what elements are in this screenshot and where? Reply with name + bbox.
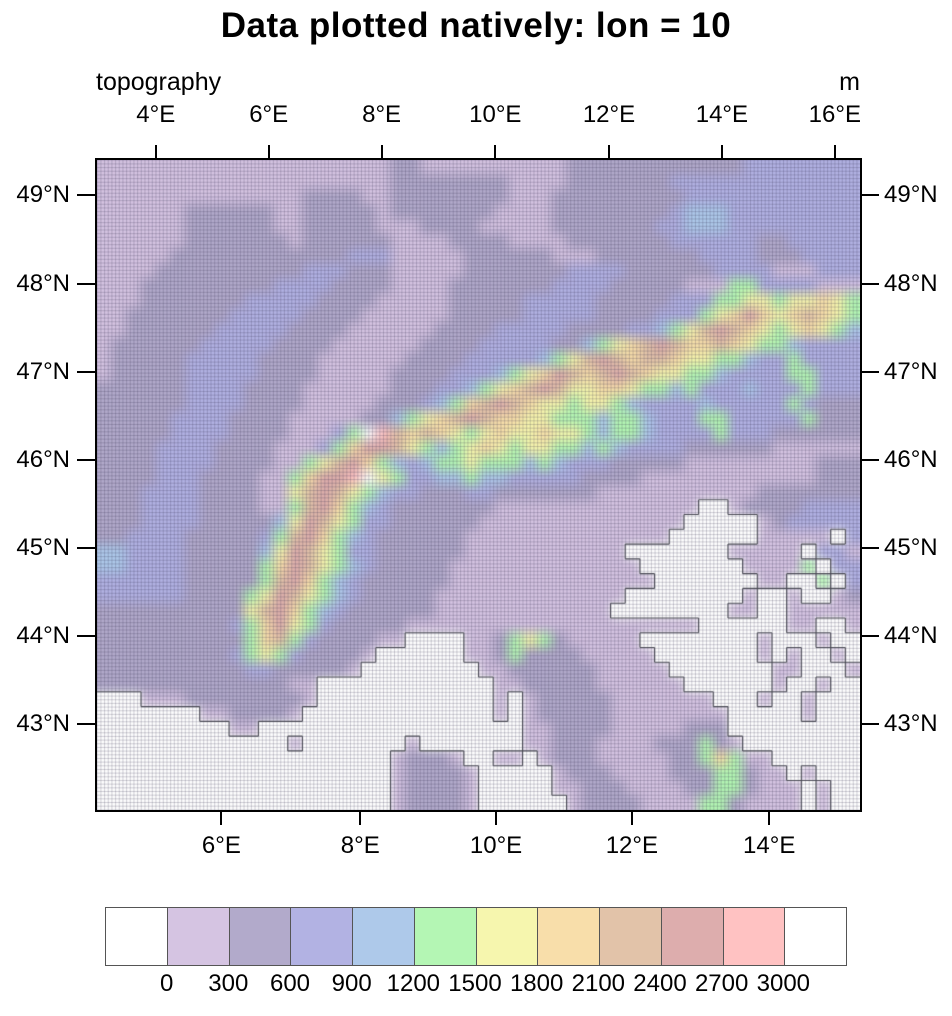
top-axis-tick-label: 16°E <box>808 101 861 128</box>
colorbar-segment <box>476 908 539 965</box>
right-axis-tick <box>861 194 879 197</box>
colorbar <box>105 907 847 966</box>
bottom-axis-tick-label: 10°E <box>469 832 523 859</box>
colorbar-segment <box>291 908 353 965</box>
colorbar-segment <box>353 908 415 965</box>
colorbar-tick-label: 900 <box>331 970 372 997</box>
left-axis-tick <box>77 547 95 550</box>
right-axis-tick-label: 44°N <box>884 621 938 649</box>
left-axis-tick <box>77 723 95 726</box>
left-axis-tick <box>77 283 95 286</box>
bottom-axis-tick-label: 8°E <box>340 832 380 859</box>
top-axis-tick <box>720 145 723 159</box>
top-axis-tick-label: 12°E <box>582 101 636 128</box>
topography-heatmap-canvas <box>97 160 860 810</box>
left-axis-tick-label: 47°N <box>16 357 70 385</box>
colorbar-segment <box>414 908 477 965</box>
top-axis-tick-label: 10°E <box>469 101 522 128</box>
top-axis-tick-label: 8°E <box>362 101 402 128</box>
right-axis-tick-label: 43°N <box>884 710 938 738</box>
bottom-axis-tick <box>630 811 633 825</box>
bottom-axis-tick <box>768 811 771 825</box>
top-axis-tick <box>154 145 157 159</box>
right-axis-tick-label: 47°N <box>884 357 938 385</box>
top-axis-tick <box>380 145 383 159</box>
colorbar-tick-label: 3000 <box>756 970 811 997</box>
left-axis-tick <box>77 459 95 462</box>
colorbar-segment <box>167 908 230 965</box>
colorbar-tick-label: 1800 <box>509 970 564 997</box>
top-axis-tick <box>833 145 836 159</box>
right-axis-tick-label: 48°N <box>884 270 938 298</box>
right-axis-tick <box>861 547 879 550</box>
colorbar-tick-label: 1500 <box>448 970 502 997</box>
colorbar-segment <box>785 908 846 965</box>
colorbar-segment <box>538 908 600 965</box>
right-axis-tick <box>861 283 879 286</box>
colorbar-tick-label: 2400 <box>633 970 687 997</box>
left-axis-tick-label: 44°N <box>16 621 70 649</box>
bottom-axis-tick-label: 14°E <box>743 832 796 859</box>
bottom-axis-tick-label: 12°E <box>605 832 659 859</box>
top-axis-tick-label: 6°E <box>249 101 289 128</box>
right-axis-tick <box>861 634 879 637</box>
bottom-axis-tick <box>220 811 223 825</box>
colorbar-segment <box>229 908 292 965</box>
colorbar-tick-label: 2700 <box>694 970 749 997</box>
left-axis-tick-label: 49°N <box>16 181 70 209</box>
left-axis-tick <box>77 194 95 197</box>
plot-title: Data plotted natively: lon = 10 <box>220 6 732 45</box>
top-axis-tick <box>494 145 497 159</box>
colorbar-tick-label: 2100 <box>571 970 626 997</box>
top-axis-tick <box>267 145 270 159</box>
colorbar-tick-label: 600 <box>269 970 311 997</box>
map-plot-area <box>95 158 862 812</box>
colorbar-segment <box>600 908 662 965</box>
field-name-label: topography <box>96 68 222 96</box>
left-axis-tick-label: 45°N <box>16 534 70 562</box>
top-axis-tick <box>607 145 610 159</box>
colorbar-tick-label: 0 <box>159 970 174 997</box>
right-axis-tick <box>861 370 879 373</box>
left-axis-tick-label: 43°N <box>16 710 70 738</box>
colorbar-tick-label: 1200 <box>386 970 441 997</box>
left-axis-tick-label: 48°N <box>16 270 70 298</box>
bottom-axis-tick <box>495 811 498 825</box>
top-axis-tick-label: 4°E <box>136 101 176 128</box>
bottom-axis-tick <box>359 811 362 825</box>
colorbar-segment <box>723 908 786 965</box>
bottom-axis-tick-label: 6°E <box>201 832 241 859</box>
top-axis-tick-label: 14°E <box>695 101 749 128</box>
units-label: m <box>839 68 860 96</box>
right-axis-tick <box>861 723 879 726</box>
right-axis-tick <box>861 459 879 462</box>
left-axis-tick <box>77 634 95 637</box>
right-axis-tick-label: 45°N <box>884 534 938 562</box>
right-axis-tick-label: 46°N <box>884 446 938 474</box>
right-axis-tick-label: 49°N <box>884 181 938 209</box>
left-axis-tick-label: 46°N <box>16 446 70 474</box>
left-axis-tick <box>77 370 95 373</box>
colorbar-segment <box>661 908 724 965</box>
colorbar-tick-label: 300 <box>208 970 249 997</box>
colorbar-segment <box>106 908 168 965</box>
